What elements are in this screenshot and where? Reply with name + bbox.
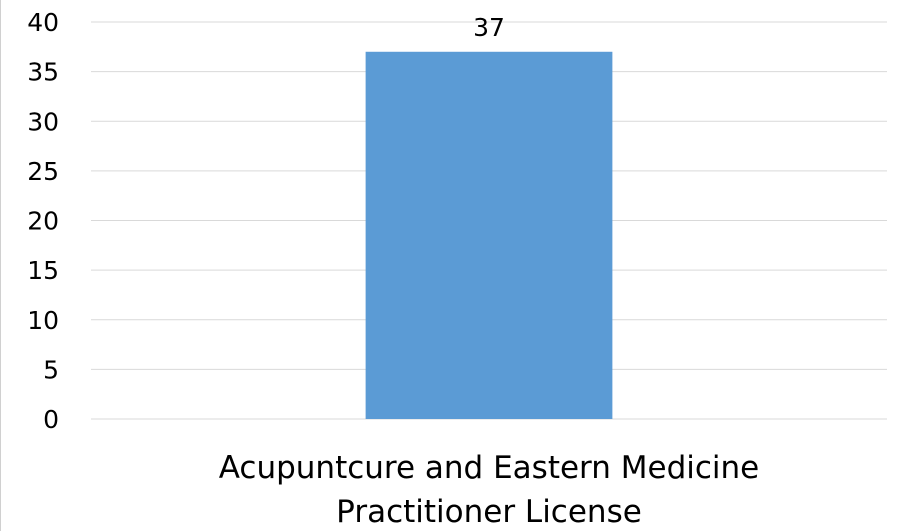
bars	[365, 51, 613, 420]
y-tick-label: 30	[27, 107, 59, 136]
y-tick-label: 40	[27, 8, 59, 37]
category-label-line: Acupuntcure and Eastern Medicine	[219, 450, 760, 486]
y-tick-label: 10	[27, 306, 59, 335]
y-tick-label: 0	[43, 405, 59, 434]
category-label-line: Practitioner License	[336, 494, 642, 530]
y-tick-label: 5	[43, 355, 59, 384]
y-tick-label: 25	[27, 157, 59, 186]
bar-0	[365, 51, 613, 420]
category-labels: Acupuntcure and Eastern Medicine Practiti…	[219, 450, 760, 530]
data-labels: 37	[473, 13, 505, 42]
y-tick-label: 15	[27, 256, 59, 285]
data-label-0: 37	[473, 13, 505, 42]
y-tick-label: 35	[27, 58, 59, 87]
y-tick-label: 20	[27, 207, 59, 236]
y-axis-tick-labels: 0 5 10 15 20 25 30 35 40	[27, 8, 59, 434]
